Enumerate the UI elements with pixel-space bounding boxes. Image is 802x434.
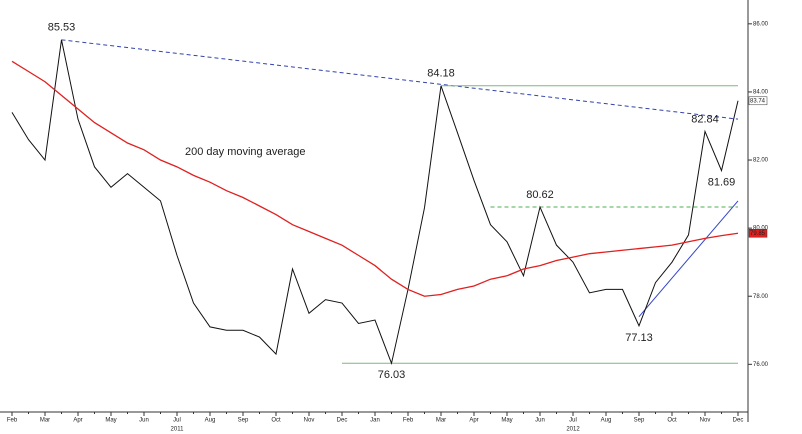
x-tick-label: Aug [601, 418, 612, 424]
moving-average-line [11, 60, 739, 297]
x-tick-label: Feb [7, 418, 18, 424]
data-label: 76.03 [378, 369, 406, 381]
x-tick-label: Dec [733, 418, 744, 424]
x-tick-label: Sep [238, 418, 249, 424]
x-tick-label: Nov [304, 418, 315, 424]
data-label: 85.53 [48, 22, 76, 34]
x-tick-label: Mar [40, 418, 50, 424]
data-label: 77.13 [625, 332, 653, 344]
y-tick-label: 76.00 [753, 362, 769, 368]
x-tick-label: Dec [337, 418, 348, 424]
y-tick-label: 80.00 [753, 226, 769, 232]
x-tick-label: Nov [700, 418, 711, 424]
x-tick-label: Jul [173, 418, 181, 424]
x-tick-label: Jul [569, 418, 577, 424]
x-tick-label: Jan [370, 418, 380, 424]
x-tick-label: Jun [535, 418, 545, 424]
x-tick-label: Aug [205, 418, 216, 424]
data-label: 80.62 [526, 189, 554, 201]
last-value-label: 79.85 [750, 231, 766, 237]
x-tick-label: Jun [139, 418, 149, 424]
y-tick-label: 84.00 [753, 90, 769, 96]
y-tick-label: 86.00 [753, 21, 769, 27]
series-name: 200 day moving average [185, 146, 305, 158]
x-tick-label: Apr [469, 418, 478, 424]
x-group-label: 2011 [171, 427, 185, 433]
reference-line [61, 39, 739, 120]
data-label: 84.18 [427, 68, 455, 80]
last-value-box [748, 228, 768, 238]
y-tick-label: 82.00 [753, 158, 769, 164]
x-tick-label: Oct [271, 418, 281, 424]
data-label: 81.69 [708, 176, 736, 188]
x-tick-label: Oct [667, 418, 677, 424]
x-tick-label: Apr [73, 418, 82, 424]
x-group-label: 2012 [566, 427, 580, 433]
reference-line [638, 200, 739, 317]
y-tick-label: 78.00 [753, 294, 769, 300]
price-line [11, 39, 739, 366]
x-tick-label: Feb [403, 418, 414, 424]
x-tick-label: May [105, 418, 116, 424]
x-tick-label: Mar [436, 418, 446, 424]
last-value-box [748, 96, 768, 106]
data-label: 82.84 [691, 113, 719, 125]
x-tick-label: Sep [634, 418, 645, 424]
last-value-label: 83.74 [750, 98, 766, 104]
x-tick-label: May [501, 418, 512, 424]
